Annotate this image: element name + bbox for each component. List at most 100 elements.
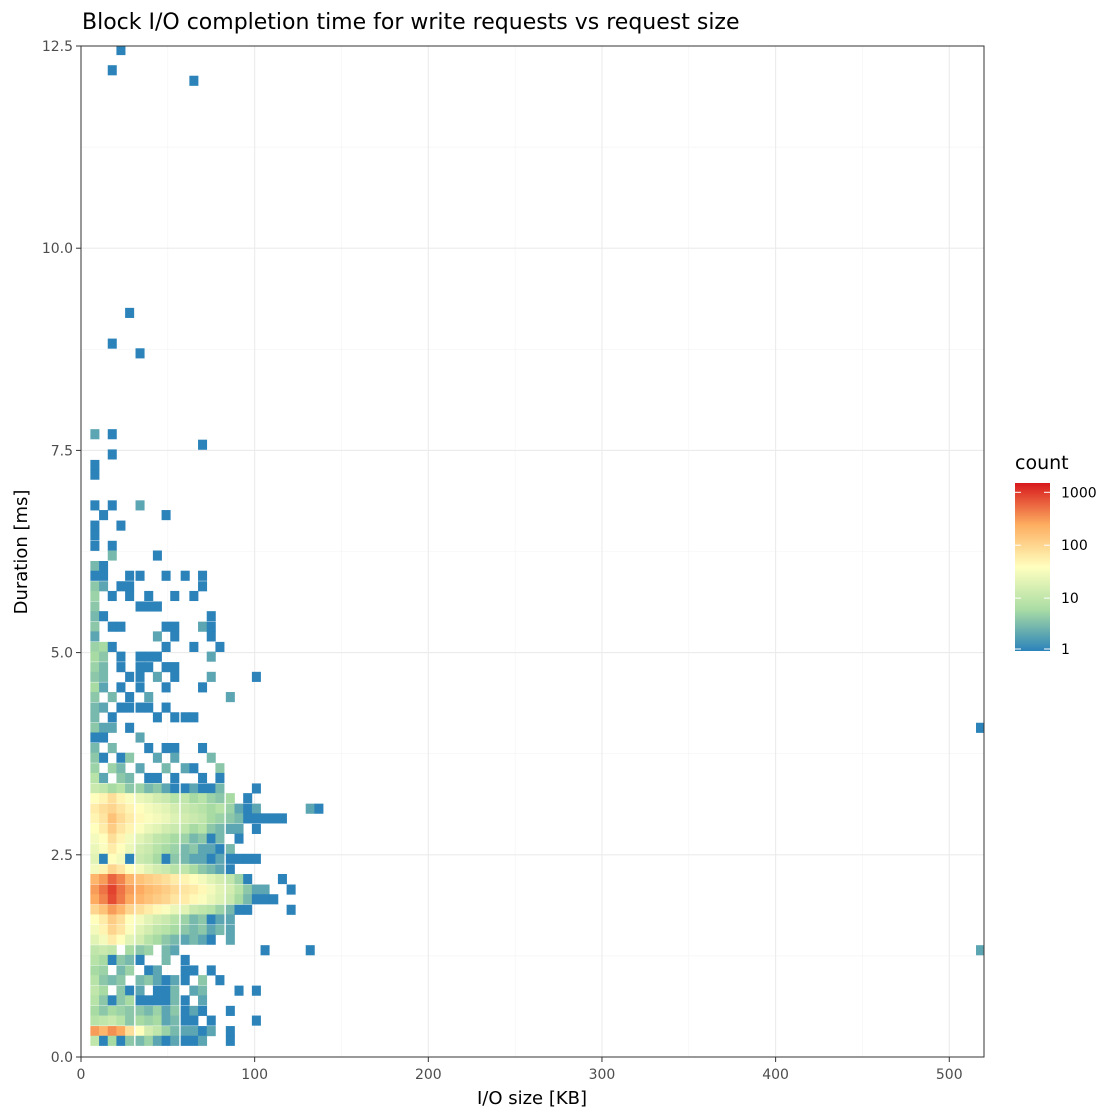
heatmap-tile <box>99 722 109 733</box>
heatmap-tile <box>116 853 126 864</box>
heatmap-tile <box>125 722 135 733</box>
heatmap-tile <box>90 1015 100 1026</box>
heatmap-tile <box>125 844 135 855</box>
heatmap-tile <box>152 1035 162 1046</box>
heatmap-tile <box>116 662 126 673</box>
heatmap-tile <box>206 803 216 814</box>
heatmap-tile <box>277 813 287 824</box>
heatmap-tile <box>161 995 171 1006</box>
heatmap-tile <box>170 914 180 925</box>
heatmap-tile <box>90 540 100 551</box>
heatmap-tile <box>135 823 145 834</box>
heatmap-tile <box>206 844 216 855</box>
heatmap-tile <box>152 712 162 723</box>
heatmap-tile <box>152 924 162 936</box>
heatmap-tile <box>225 864 235 875</box>
y-tick-label: 10.0 <box>42 241 73 257</box>
heatmap-tile <box>135 601 145 612</box>
heatmap-tile <box>161 904 171 915</box>
heatmap-tile <box>243 884 253 895</box>
heatmap-tile <box>251 671 261 682</box>
heatmap-tile <box>305 945 315 956</box>
heatmap-tile <box>135 884 145 895</box>
heatmap-tile <box>144 864 154 875</box>
heatmap-tile <box>107 894 117 905</box>
heatmap-tile <box>135 864 145 875</box>
heatmap-tile <box>215 884 225 895</box>
heatmap-tile <box>99 813 109 824</box>
heatmap-tile <box>152 1015 162 1026</box>
heatmap-tile <box>225 924 235 936</box>
heatmap-tile <box>170 853 180 864</box>
heatmap-tile <box>125 783 135 794</box>
heatmap-tile <box>135 924 145 936</box>
heatmap-tile <box>198 581 208 592</box>
heatmap-tile <box>107 914 117 925</box>
heatmap-tile <box>225 894 235 905</box>
heatmap-tile <box>90 894 100 905</box>
heatmap-tile <box>198 985 208 996</box>
heatmap-tile <box>215 783 225 794</box>
heatmap-tile <box>90 570 100 581</box>
heatmap-tile <box>152 1026 162 1037</box>
plot-border <box>80 45 985 1058</box>
heatmap-tile <box>161 985 171 996</box>
heatmap-tile <box>152 651 162 662</box>
heatmap-tile <box>225 874 235 885</box>
heatmap-tile <box>206 1015 216 1026</box>
heatmap-tile <box>125 954 135 965</box>
heatmap-tile <box>125 995 135 1006</box>
heatmap-tile <box>180 844 190 855</box>
heatmap-tile <box>99 510 109 521</box>
heatmap-tile <box>135 1035 145 1046</box>
heatmap-tile <box>198 975 208 986</box>
heatmap-tile <box>251 823 261 834</box>
heatmap-tile <box>99 833 109 844</box>
heatmap-tile <box>215 763 225 774</box>
heatmap-tile <box>125 914 135 925</box>
heatmap-tile <box>90 561 100 572</box>
heatmap-tile <box>215 641 225 652</box>
heatmap-tile <box>125 1026 135 1037</box>
heatmap-tile <box>135 348 145 359</box>
heatmap-tile <box>116 763 126 774</box>
heatmap-tile <box>206 783 216 794</box>
heatmap-tile <box>180 783 190 794</box>
heatmap-tile <box>234 823 244 834</box>
heatmap-tile <box>107 1015 117 1026</box>
heatmap-tile <box>180 904 190 915</box>
heatmap-tile <box>189 75 199 86</box>
heatmap-tile <box>90 995 100 1006</box>
heatmap-tile <box>144 844 154 855</box>
heatmap-tile <box>225 793 235 804</box>
heatmap-tile <box>215 853 225 864</box>
heatmap-tile <box>90 662 100 673</box>
heatmap-tile <box>225 692 235 703</box>
heatmap-tile <box>198 1026 208 1037</box>
heatmap-tile <box>116 46 126 56</box>
heatmap-tile <box>198 793 208 804</box>
heatmap-tile <box>170 621 180 632</box>
heatmap-tile <box>99 752 109 763</box>
heatmap-tile <box>99 732 109 743</box>
heatmap-tile <box>206 904 216 915</box>
heatmap-tile <box>107 995 117 1006</box>
heatmap-tile <box>125 590 135 602</box>
heatmap-tile <box>180 965 190 976</box>
heatmap-tile <box>198 914 208 925</box>
heatmap-tile <box>135 985 145 996</box>
x-tick-label: 200 <box>415 1067 442 1083</box>
heatmap-tile <box>107 641 117 652</box>
heatmap-tile <box>90 752 100 763</box>
heatmap-tile <box>161 1005 171 1016</box>
heatmap-tile <box>269 894 279 905</box>
y-tick-label: 5.0 <box>51 646 73 662</box>
heatmap-tile <box>260 884 270 895</box>
heatmap-tile <box>206 864 216 875</box>
heatmap-tile <box>225 1035 235 1046</box>
heatmap-tile <box>90 1005 100 1016</box>
heatmap-tile <box>161 874 171 885</box>
heatmap-tile <box>251 853 261 864</box>
heatmap-tile <box>125 884 135 895</box>
heatmap-tile <box>198 874 208 885</box>
